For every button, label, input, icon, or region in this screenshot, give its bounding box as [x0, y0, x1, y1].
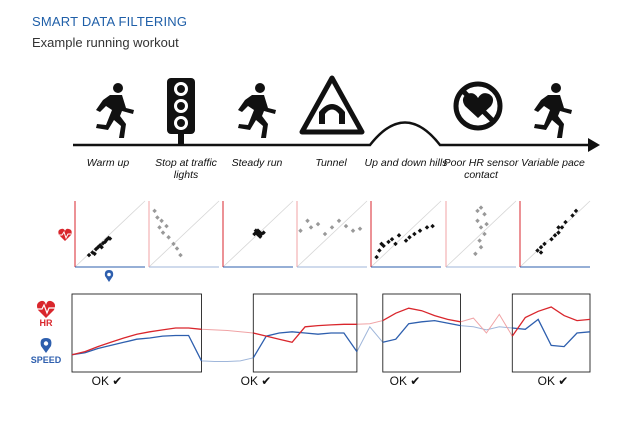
scatter-point	[404, 238, 409, 243]
scatter-point	[298, 228, 303, 233]
scatter-point	[175, 246, 180, 251]
stage-label: Variable pace	[510, 157, 596, 169]
scatter-point	[323, 232, 328, 237]
scatter-point	[87, 253, 92, 258]
runner-icon	[96, 83, 134, 138]
identity-line	[149, 201, 219, 267]
scatter-point	[425, 225, 430, 230]
scatter-point	[390, 237, 395, 242]
scatter-point	[358, 226, 363, 231]
scatter-point	[479, 225, 484, 230]
scatter-point	[164, 224, 169, 229]
scatter-panel	[371, 201, 441, 267]
scatter-point	[374, 255, 379, 260]
hr-legend-label: HR	[26, 318, 66, 328]
identity-line	[371, 201, 441, 267]
scatter-point	[484, 222, 489, 227]
scatter-point	[305, 219, 310, 224]
scatter-point	[397, 233, 402, 238]
runner-icon	[534, 83, 572, 138]
timeseries-panel	[72, 294, 590, 372]
identity-line	[297, 201, 367, 267]
scatter-point	[309, 225, 314, 230]
scatter-point	[570, 213, 575, 218]
heart-rate-icon	[58, 229, 71, 241]
scatter-point	[553, 233, 558, 238]
scatter-panel	[149, 201, 219, 267]
ok-badge: OK ✔	[69, 374, 145, 388]
stage-label: Up and down hills	[363, 157, 449, 169]
location-pin-icon	[105, 270, 113, 282]
scatter-panels	[75, 201, 590, 267]
stage-label: Tunnel	[288, 157, 374, 169]
scatter-point	[475, 219, 480, 224]
speed-legend-label: SPEED	[26, 355, 66, 365]
scatter-point	[475, 209, 480, 214]
identity-line	[446, 201, 516, 267]
scatter-point	[159, 219, 164, 224]
scatter-point	[351, 228, 356, 233]
hr-legend-icon	[37, 301, 55, 318]
scatter-point	[344, 224, 349, 229]
scatter-point	[330, 225, 335, 230]
scatter-point	[479, 245, 484, 250]
scatter-point	[549, 237, 554, 242]
scatter-point	[473, 252, 478, 257]
stage-label: Warm up	[65, 157, 151, 169]
scatter-panel	[223, 201, 293, 267]
scatter-point	[479, 205, 484, 210]
tunnel-sign-icon	[302, 78, 362, 132]
scatter-point	[407, 235, 412, 240]
ok-badge: OK ✔	[218, 374, 294, 388]
scatter-point	[161, 230, 166, 235]
scatter-point	[556, 230, 561, 235]
ok-badge: OK ✔	[515, 374, 591, 388]
scatter-point	[316, 222, 321, 227]
scatter-panel	[446, 201, 516, 267]
scatter-point	[477, 238, 482, 243]
identity-line	[75, 201, 145, 267]
speed-legend-icon	[41, 338, 52, 353]
scatter-point	[430, 224, 435, 229]
scatter-panel	[297, 201, 367, 267]
scatter-panel	[520, 201, 590, 267]
scatter-point	[337, 219, 342, 224]
runner-icon	[238, 83, 276, 138]
ok-window	[383, 294, 461, 372]
no-heart-icon	[456, 84, 500, 128]
ok-window	[72, 294, 202, 372]
scatter-point	[418, 228, 423, 233]
ok-badge: OK ✔	[367, 374, 443, 388]
scatter-point	[539, 250, 544, 255]
scatter-point	[412, 232, 417, 237]
scatter-point	[166, 235, 171, 240]
scatter-point	[563, 220, 568, 225]
scatter-point	[386, 240, 391, 245]
scatter-point	[178, 253, 183, 258]
traffic-light-icon	[167, 78, 195, 144]
scatter-point	[482, 212, 487, 217]
scatter-point	[157, 225, 162, 230]
scatter-point	[155, 215, 160, 220]
scatter-point	[377, 248, 382, 253]
scatter-point	[152, 209, 157, 214]
scatter-panel	[75, 201, 145, 267]
